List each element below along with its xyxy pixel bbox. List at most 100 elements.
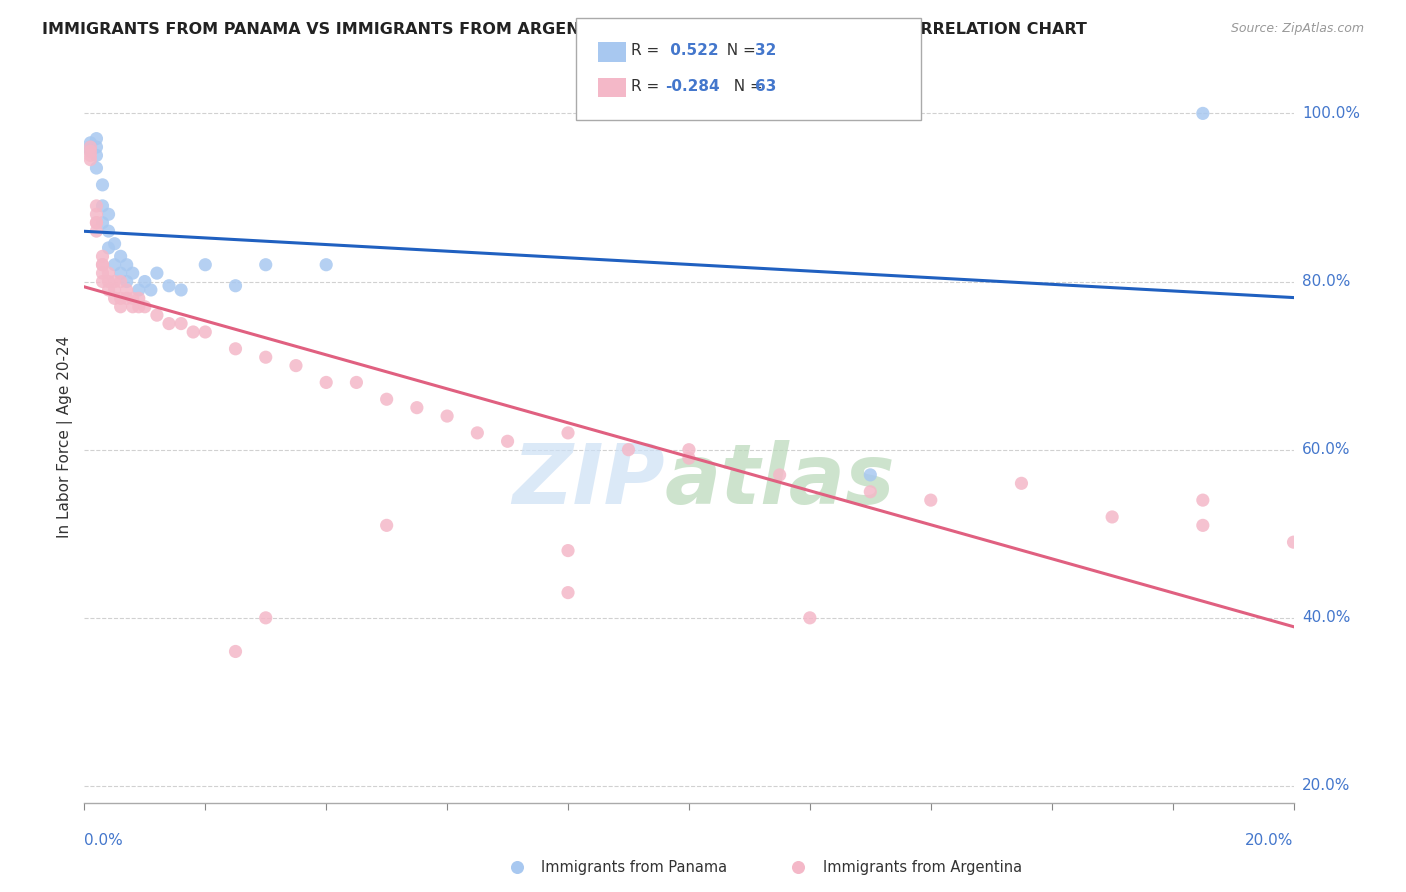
Point bbox=[170, 283, 193, 297]
Point bbox=[121, 266, 143, 280]
Point bbox=[104, 291, 127, 305]
Point bbox=[557, 585, 579, 599]
Text: Immigrants from Panama: Immigrants from Panama bbox=[541, 861, 727, 875]
Point bbox=[859, 484, 882, 499]
Point bbox=[91, 178, 114, 192]
Point bbox=[346, 376, 368, 390]
Text: 20.0%: 20.0% bbox=[1246, 833, 1294, 848]
Point bbox=[617, 442, 640, 457]
Point bbox=[254, 611, 277, 625]
Point bbox=[467, 425, 489, 440]
Point bbox=[769, 467, 792, 482]
Text: ZIP: ZIP bbox=[512, 441, 665, 522]
Point bbox=[799, 611, 821, 625]
Point bbox=[225, 342, 247, 356]
Point bbox=[157, 317, 180, 331]
Point bbox=[104, 275, 127, 289]
Point bbox=[787, 860, 810, 874]
Point bbox=[91, 258, 114, 272]
Point bbox=[79, 145, 101, 159]
Point bbox=[104, 236, 127, 251]
Point bbox=[1191, 493, 1213, 508]
Point bbox=[170, 317, 193, 331]
Point bbox=[110, 300, 132, 314]
Point bbox=[128, 291, 150, 305]
Point bbox=[86, 161, 108, 175]
Point bbox=[1191, 106, 1213, 120]
Point bbox=[678, 451, 700, 466]
Text: 20.0%: 20.0% bbox=[1302, 779, 1350, 794]
Point bbox=[1010, 476, 1032, 491]
Point bbox=[506, 860, 529, 874]
Point bbox=[115, 275, 138, 289]
Point bbox=[146, 266, 169, 280]
Point bbox=[79, 140, 101, 154]
Point bbox=[678, 442, 700, 457]
Point bbox=[146, 308, 169, 322]
Text: 0.522: 0.522 bbox=[665, 44, 718, 58]
Text: IMMIGRANTS FROM PANAMA VS IMMIGRANTS FROM ARGENTINA IN LABOR FORCE | AGE 20-24 C: IMMIGRANTS FROM PANAMA VS IMMIGRANTS FRO… bbox=[42, 22, 1087, 38]
Text: 0.0%: 0.0% bbox=[84, 833, 124, 848]
Point bbox=[225, 278, 247, 293]
Point bbox=[97, 283, 120, 297]
Point bbox=[110, 249, 132, 263]
Point bbox=[121, 300, 143, 314]
Point bbox=[121, 291, 143, 305]
Text: 100.0%: 100.0% bbox=[1302, 106, 1360, 121]
Point bbox=[86, 140, 108, 154]
Point bbox=[375, 392, 398, 407]
Point bbox=[110, 266, 132, 280]
Point bbox=[86, 216, 108, 230]
Point bbox=[79, 140, 101, 154]
Point bbox=[79, 148, 101, 162]
Point bbox=[97, 275, 120, 289]
Point bbox=[315, 376, 337, 390]
Point bbox=[79, 136, 101, 150]
Point bbox=[115, 291, 138, 305]
Point bbox=[86, 224, 108, 238]
Point bbox=[104, 258, 127, 272]
Point bbox=[1191, 518, 1213, 533]
Text: 80.0%: 80.0% bbox=[1302, 274, 1350, 289]
Text: -0.284: -0.284 bbox=[665, 79, 720, 94]
Point bbox=[496, 434, 519, 449]
Point bbox=[86, 207, 108, 221]
Point bbox=[86, 199, 108, 213]
Text: 40.0%: 40.0% bbox=[1302, 610, 1350, 625]
Point bbox=[194, 325, 217, 339]
Point bbox=[254, 258, 277, 272]
Text: Source: ZipAtlas.com: Source: ZipAtlas.com bbox=[1230, 22, 1364, 36]
Point bbox=[110, 291, 132, 305]
Point bbox=[134, 275, 156, 289]
Text: N =: N = bbox=[717, 44, 761, 58]
Point bbox=[436, 409, 458, 423]
Text: 32: 32 bbox=[755, 44, 776, 58]
Point bbox=[194, 258, 217, 272]
Point bbox=[86, 216, 108, 230]
Point bbox=[97, 266, 120, 280]
Point bbox=[86, 131, 108, 145]
Point bbox=[128, 283, 150, 297]
Point bbox=[104, 283, 127, 297]
Point bbox=[79, 145, 101, 159]
Text: Immigrants from Argentina: Immigrants from Argentina bbox=[823, 861, 1022, 875]
Point bbox=[557, 425, 579, 440]
Point bbox=[284, 359, 308, 373]
Point bbox=[79, 153, 101, 167]
Point bbox=[139, 283, 162, 297]
Point bbox=[91, 275, 114, 289]
Point bbox=[181, 325, 204, 339]
Y-axis label: In Labor Force | Age 20-24: In Labor Force | Age 20-24 bbox=[58, 336, 73, 538]
Point bbox=[115, 258, 138, 272]
Point bbox=[859, 467, 882, 482]
Point bbox=[225, 644, 247, 658]
Text: N =: N = bbox=[724, 79, 768, 94]
Point bbox=[91, 266, 114, 280]
Point bbox=[91, 258, 114, 272]
Point bbox=[254, 350, 277, 364]
Point bbox=[315, 258, 337, 272]
Point bbox=[406, 401, 429, 415]
Point bbox=[115, 283, 138, 297]
Point bbox=[110, 275, 132, 289]
Point bbox=[557, 543, 579, 558]
